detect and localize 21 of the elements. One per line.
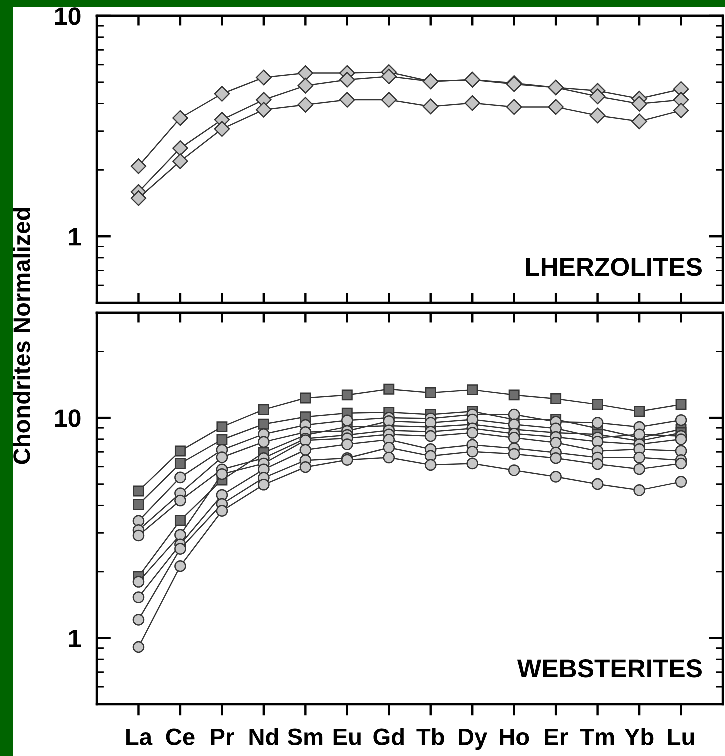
x-tick-label: Nd — [250, 728, 278, 746]
x-tick-label: Er — [545, 728, 568, 746]
x-tick-label: Tb — [416, 728, 444, 746]
y-tick-label: 10 — [55, 410, 81, 428]
x-tick-label: Ce — [166, 728, 195, 746]
x-tick-label: Ho — [500, 728, 530, 746]
x-tick-label: Pr — [211, 728, 234, 746]
x-tick-label: La — [126, 728, 153, 746]
x-tick-label: Tm — [580, 728, 614, 746]
y-tick-label: 1 — [69, 228, 82, 246]
y-tick-label: 10 — [55, 8, 81, 26]
x-tick-label: Gd — [374, 728, 404, 746]
y-tick-label: 1 — [69, 630, 82, 648]
y-axis-title: Chondrites Normalized — [12, 208, 30, 464]
annotation: LHERZOLITES — [526, 258, 702, 276]
x-tick-label: Lu — [668, 728, 694, 746]
x-tick-label: Dy — [459, 728, 488, 750]
annotation: WEBSTERITES — [517, 660, 702, 678]
x-tick-label: Sm — [288, 728, 323, 746]
x-tick-label: Eu — [334, 728, 361, 746]
x-tick-label: Yb — [624, 728, 654, 746]
